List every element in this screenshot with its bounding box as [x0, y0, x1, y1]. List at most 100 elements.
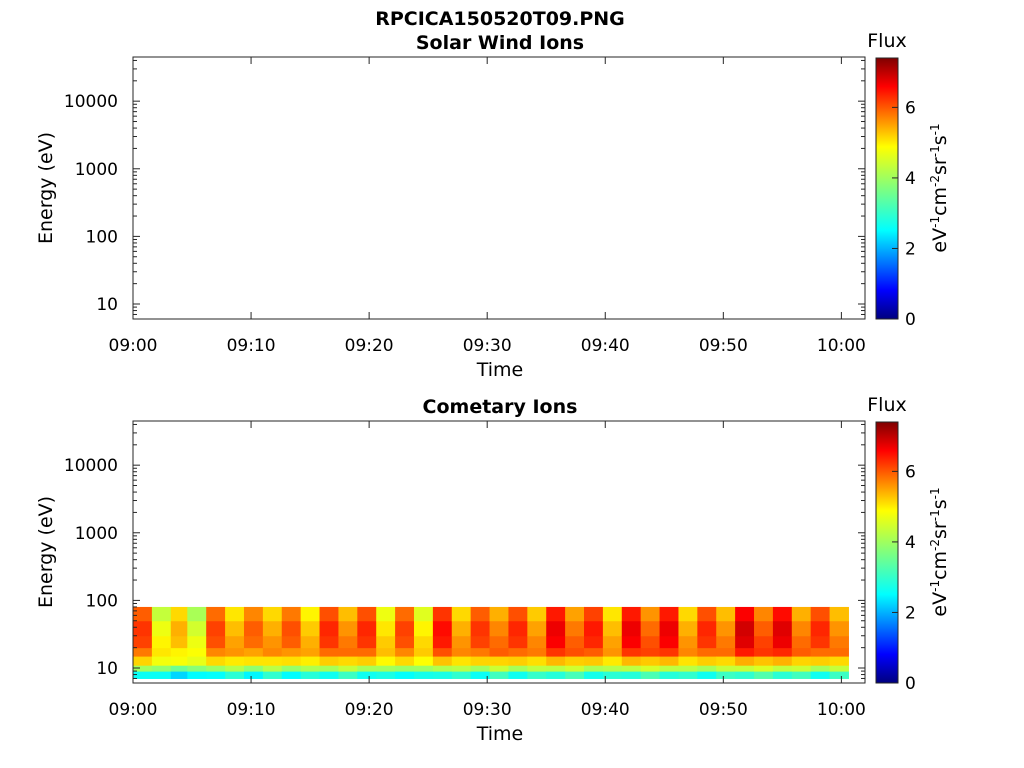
heatmap-cell — [829, 665, 849, 672]
heatmap-cell — [470, 635, 491, 649]
heatmap-cell — [659, 647, 679, 657]
heatmap-cell — [565, 656, 585, 666]
heatmap-cell — [170, 665, 188, 672]
heatmap-cell — [697, 665, 717, 672]
heatmap-cell — [508, 671, 528, 679]
heatmap-cell — [772, 656, 793, 666]
heatmap-cell — [791, 620, 812, 637]
heatmap-cell — [489, 665, 509, 672]
heatmap-cell — [357, 606, 377, 622]
heatmap-cell — [338, 671, 358, 679]
heatmap-cell — [357, 671, 377, 679]
x-axis-label-1: Time — [476, 359, 524, 381]
heatmap-cell — [716, 671, 736, 679]
heatmap-cell — [791, 656, 812, 666]
heatmap-cell — [338, 635, 358, 649]
heatmap-cell — [697, 606, 717, 622]
heatmap-cell — [546, 665, 566, 672]
heatmap-cell — [376, 606, 396, 622]
y-tick-label: 1000 — [75, 160, 118, 180]
heatmap-cell — [451, 635, 472, 649]
heatmap-cell — [281, 656, 302, 666]
heatmap-cell — [319, 620, 339, 637]
heatmap-cell — [754, 656, 774, 666]
heatmap-cell — [133, 656, 153, 666]
heatmap-cell — [489, 606, 509, 622]
heatmap-cell — [527, 635, 547, 649]
heatmap-cell — [281, 671, 302, 679]
heatmap-cell — [754, 635, 774, 649]
heatmap-cell — [376, 635, 396, 649]
heatmap-cell — [754, 620, 774, 637]
heatmap-cell — [243, 647, 264, 657]
heatmap-cell — [621, 606, 642, 622]
colorbar-1-scale — [875, 57, 899, 320]
heatmap-cell — [133, 620, 153, 637]
heatmap-cell — [413, 635, 434, 649]
heatmap-cell — [206, 620, 226, 637]
heatmap-cell — [133, 647, 153, 657]
y-axis-label-2: Energy (eV) — [35, 496, 57, 608]
heatmap-cell — [151, 665, 172, 672]
heatmap-cell — [527, 656, 547, 666]
y-tick-label: 10 — [96, 295, 118, 315]
heatmap-cell — [206, 647, 226, 657]
heatmap-cell — [243, 635, 264, 649]
heatmap-cell — [735, 606, 755, 622]
heatmap-cell — [640, 665, 661, 672]
x-tick-label: 09:40 — [581, 700, 630, 720]
heatmap-cell — [413, 656, 434, 666]
heatmap-cell — [716, 620, 736, 637]
heatmap-cell — [659, 671, 679, 679]
heatmap-cell — [432, 671, 453, 679]
heatmap-cell — [451, 665, 472, 672]
heatmap-cell — [338, 620, 358, 637]
heatmap-cell — [735, 671, 755, 679]
heatmap-cell — [470, 656, 491, 666]
colorbar-tick-label: 0 — [905, 310, 916, 330]
heatmap-cell — [357, 635, 377, 649]
heatmap-cell — [319, 647, 339, 657]
heatmap-cell — [546, 656, 566, 666]
heatmap-cell — [170, 671, 188, 679]
heatmap-cell — [754, 647, 774, 657]
heatmap-cell — [659, 635, 679, 649]
heatmap-cell — [565, 635, 585, 649]
y-tick-label: 100 — [86, 227, 118, 247]
heatmap-cell — [716, 656, 736, 666]
x-tick-label: 09:00 — [109, 336, 158, 356]
heatmap-cell — [565, 671, 585, 679]
colorbar-tick-label: 2 — [905, 603, 916, 623]
heatmap-cell — [678, 665, 698, 672]
heatmap-cell — [735, 665, 755, 672]
heatmap-cell — [810, 620, 831, 637]
heatmap-cell — [640, 671, 661, 679]
heatmap-cell — [527, 671, 547, 679]
heatmap-cell — [170, 620, 188, 637]
heatmap-cell — [791, 647, 812, 657]
heatmap-cell — [829, 620, 849, 637]
heatmap-cell — [319, 656, 339, 666]
heatmap-cell — [432, 620, 453, 637]
heatmap-cell — [300, 656, 321, 666]
y-tick-label: 1000 — [75, 524, 118, 544]
colorbar-tick-label: 4 — [905, 533, 916, 553]
heatmap-cell — [300, 635, 321, 649]
heatmap-cell — [640, 620, 661, 637]
heatmap-cell — [716, 635, 736, 649]
heatmap-cell — [300, 665, 321, 672]
heatmap-cell — [772, 671, 793, 679]
heatmap-cell — [735, 635, 755, 649]
heatmap-cell — [376, 620, 396, 637]
heatmap-cell — [300, 671, 321, 679]
heatmap-cell — [470, 671, 491, 679]
heatmap-cell — [584, 606, 604, 622]
heatmap-cell — [659, 656, 679, 666]
heatmap-cell — [565, 647, 585, 657]
heatmap-cell — [527, 606, 547, 622]
heatmap-cell — [151, 656, 172, 666]
heatmap-cell — [565, 606, 585, 622]
heatmap-cell — [451, 647, 472, 657]
panel-1-title: Solar Wind Ions — [416, 32, 584, 54]
